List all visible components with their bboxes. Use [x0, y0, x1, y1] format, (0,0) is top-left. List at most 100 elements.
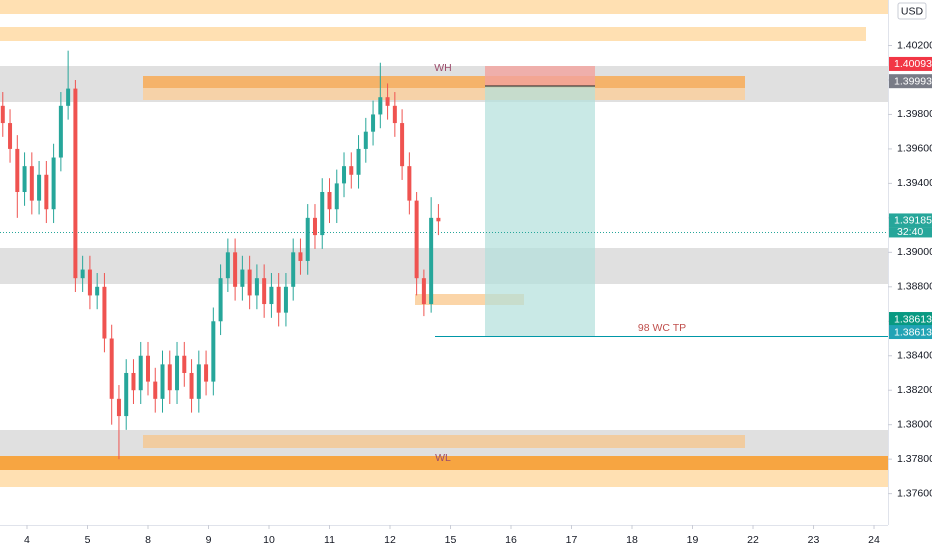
- x-tick-label: 22: [747, 534, 759, 546]
- candle-body: [392, 105, 397, 124]
- candle-body: [196, 364, 201, 399]
- candle-body: [51, 157, 56, 210]
- candle-body: [138, 355, 143, 391]
- zone: [0, 27, 866, 41]
- zone: [0, 470, 888, 487]
- target-label: 98 WC TP: [638, 322, 686, 334]
- candle-body: [262, 278, 267, 305]
- price-label-box: [889, 56, 932, 71]
- zone: [0, 456, 888, 470]
- y-tick-label: 1.38800: [897, 281, 932, 293]
- x-tick-label: 9: [206, 534, 212, 546]
- y-tick-label: 1.37800: [897, 453, 932, 465]
- zone: [143, 435, 745, 448]
- candle-body: [414, 200, 419, 279]
- candle-body: [400, 123, 405, 167]
- y-tick-label: 1.37600: [897, 487, 932, 499]
- candle-body: [109, 338, 114, 399]
- y-tick-label: 1.39600: [897, 143, 932, 155]
- candle-body: [211, 321, 216, 382]
- candle-body: [58, 105, 63, 158]
- candle-body: [356, 148, 361, 175]
- candle-body: [254, 278, 259, 296]
- wl-label: WL: [435, 452, 451, 464]
- y-tick-label: 1.39400: [897, 177, 932, 189]
- candle-body: [291, 252, 296, 287]
- candle-body: [421, 278, 426, 305]
- x-tick-label: 4: [24, 534, 30, 546]
- candle-body: [131, 372, 136, 391]
- candle-body: [225, 252, 230, 279]
- x-tick-label: 12: [384, 534, 396, 546]
- x-tick-label: 19: [687, 534, 699, 546]
- candle-body: [269, 286, 274, 305]
- zone: [143, 88, 745, 100]
- x-tick-label: 15: [445, 534, 457, 546]
- price-label: 1.38613: [894, 313, 932, 325]
- candle-body: [378, 97, 383, 115]
- candle-body: [22, 166, 27, 193]
- candle-body: [66, 88, 71, 106]
- candle-body: [102, 286, 107, 339]
- candle-body: [385, 97, 390, 106]
- stop-zone: [485, 66, 595, 86]
- candle-body: [320, 192, 325, 236]
- price-label-box: [889, 325, 932, 340]
- candle-body: [305, 217, 310, 261]
- x-tick-label: 18: [626, 534, 638, 546]
- target-zone: [485, 86, 595, 336]
- candle-body: [342, 166, 347, 184]
- candle-body: [240, 269, 245, 287]
- currency[interactable]: USD: [901, 5, 924, 17]
- price-label: 1.39993: [894, 75, 932, 87]
- y-tick-label: 1.38200: [897, 384, 932, 396]
- candle-body: [298, 252, 303, 261]
- y-tick-label: 1.38400: [897, 350, 932, 362]
- price-label-box: [889, 312, 932, 327]
- candle-body: [116, 398, 121, 417]
- candle-body: [15, 148, 20, 193]
- candle-body: [363, 131, 368, 149]
- zone: [415, 294, 524, 305]
- candle-body: [73, 88, 78, 279]
- zone: [0, 248, 888, 284]
- candle-body: [204, 364, 209, 382]
- candle-body: [334, 183, 339, 210]
- y-tick-label: 1.39000: [897, 246, 932, 258]
- candle-body: [80, 269, 85, 279]
- zone: [0, 0, 888, 14]
- candle-body: [153, 381, 158, 399]
- candle-body: [0, 105, 5, 124]
- candle-body: [37, 174, 42, 201]
- candle-body: [44, 174, 49, 210]
- x-tick-label: 24: [868, 534, 880, 546]
- candle-body: [145, 355, 150, 382]
- x-tick-label: 8: [145, 534, 151, 546]
- price-label-box: [889, 213, 932, 228]
- candle-body: [233, 252, 238, 287]
- candle-body: [312, 217, 317, 236]
- candle-body: [189, 372, 194, 399]
- x-tick-label: 10: [263, 534, 275, 546]
- wh-label: WH: [434, 62, 452, 74]
- candle-body: [182, 355, 187, 373]
- x-tick-label: 23: [808, 534, 820, 546]
- y-tick-label: 1.39800: [897, 108, 932, 120]
- candle-body: [87, 269, 92, 296]
- x-tick-label: 17: [566, 534, 578, 546]
- zone: [143, 76, 745, 88]
- price-label: 1.38613: [894, 326, 932, 338]
- candle-body: [218, 278, 223, 322]
- candle-body: [371, 114, 376, 132]
- currency-button[interactable]: [897, 2, 927, 20]
- candle-body: [247, 269, 252, 296]
- countdown: 32:40: [897, 226, 923, 238]
- x-tick-label: 16: [505, 534, 517, 546]
- candle-body: [429, 217, 434, 305]
- price-label-box: [889, 74, 932, 89]
- x-tick-label: 5: [85, 534, 91, 546]
- candle-body: [283, 286, 288, 313]
- candle-body: [407, 166, 412, 201]
- candle-body: [276, 286, 281, 313]
